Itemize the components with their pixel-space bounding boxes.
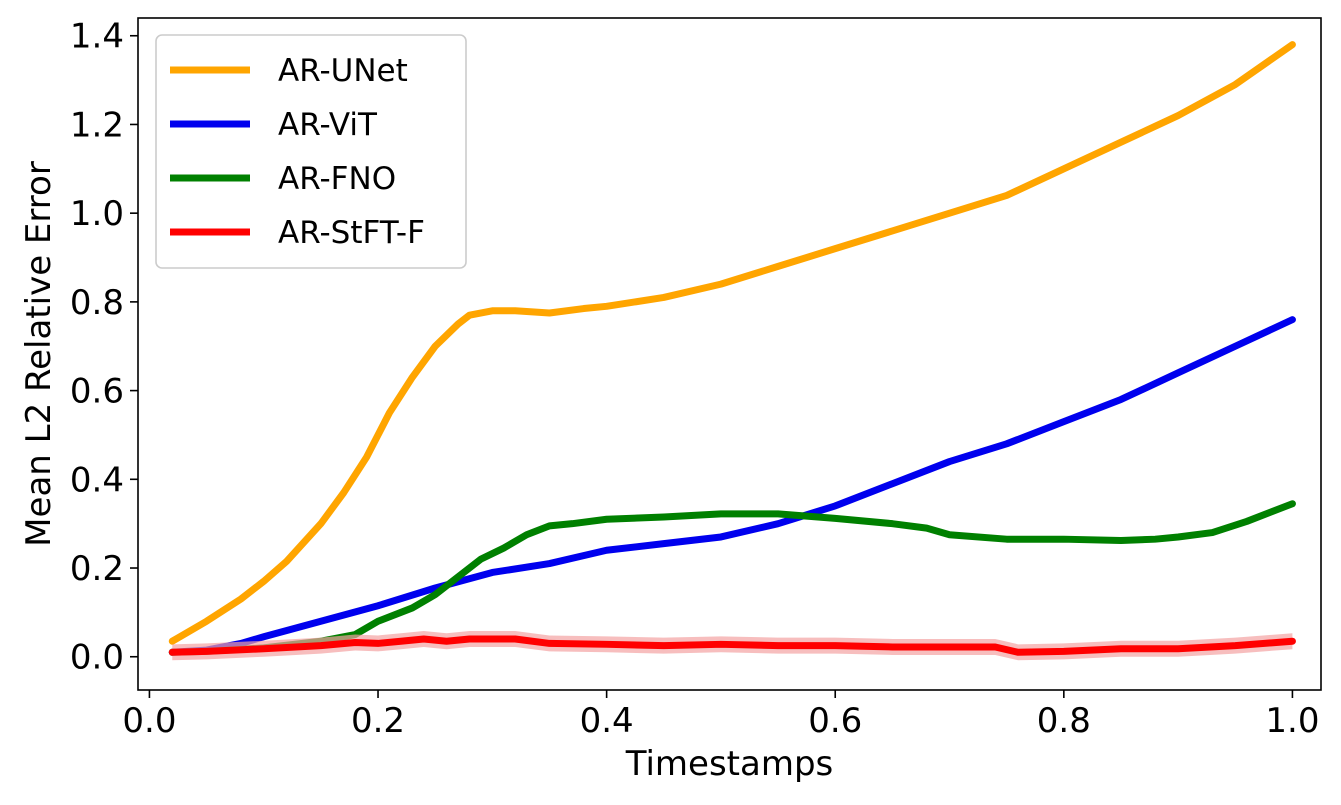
y-tick-label: 1.4	[70, 17, 124, 57]
series-layer	[168, 41, 1296, 661]
x-tick-label: 1.0	[1265, 701, 1319, 741]
y-tick-label: 0.8	[70, 283, 124, 323]
y-tick-label: 1.0	[70, 194, 124, 234]
y-tick-label: 0.4	[70, 460, 124, 500]
series-line-2	[168, 500, 1296, 656]
series-line-0	[168, 41, 1296, 645]
x-tick-label: 0.0	[122, 701, 176, 741]
y-axis-label: Mean L2 Relative Error	[19, 161, 59, 547]
y-tick-label: 0.6	[70, 372, 124, 412]
series-line-3	[168, 635, 1296, 656]
y-tick-label: 0.2	[70, 549, 124, 589]
x-axis-label: Timestamps	[625, 744, 834, 784]
legend-label: AR-StFT-F	[278, 215, 425, 251]
legend-label: AR-FNO	[278, 161, 396, 197]
x-tick-label: 0.4	[580, 701, 634, 741]
axes-layer: 0.0 0.2 0.4 0.6 0.8 1.0 0.0 0.2 0.4 0.6 0.8 1.0 1.2 1…	[70, 17, 1320, 741]
x-tick-label: 0.8	[1037, 701, 1091, 741]
legend: AR-UNet AR-ViT AR-FNO AR-StFT-F	[155, 34, 467, 269]
y-tick-label: 1.2	[70, 105, 124, 145]
y-tick-label: 0.0	[70, 638, 124, 678]
x-tick-label: 0.2	[351, 701, 405, 741]
plot-frame	[137, 17, 1322, 691]
x-tick-label: 0.6	[808, 701, 862, 741]
series-line-1	[168, 316, 1296, 656]
legend-label: AR-ViT	[278, 107, 378, 143]
legend-box	[155, 34, 467, 269]
legend-label: AR-UNet	[278, 53, 408, 89]
